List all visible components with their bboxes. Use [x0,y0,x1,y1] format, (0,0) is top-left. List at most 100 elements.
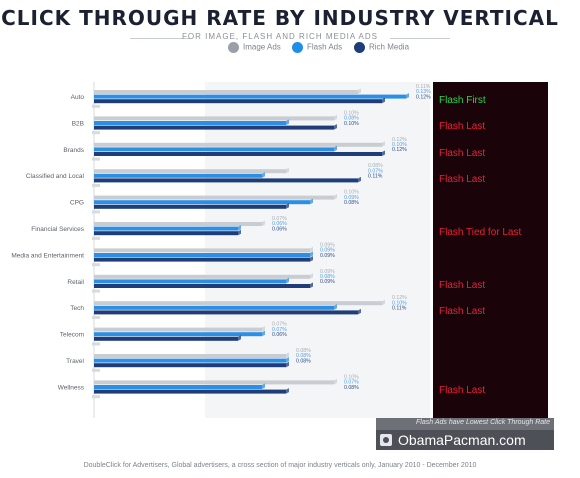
bar-rich-classified-and-local [94,178,358,183]
category-label-cpg: CPG [70,200,84,207]
verdict-label-auto: Flash First [439,95,486,106]
bar-cap-image-wellness [334,378,337,385]
subtitle-rules [130,32,450,44]
conclusion-banner: Flash Ads have Lowest Click Through Rate [376,418,554,430]
value-label-rich-b2b: 0.10% [344,121,359,127]
bar-cap-image-retail [310,273,313,279]
legend-label-rich-media: Rich Media [369,42,410,52]
value-label-rich-travel: 0.08% [296,358,311,364]
value-label-image-b2b: 0.10% [344,110,359,116]
bar-cap-flash-wellness [262,383,265,389]
bar-image-brands [94,142,382,147]
value-label-image-auto: 0.11% [416,84,431,90]
value-label-image-cpg: 0.10% [344,190,359,196]
row-base-telecom [92,342,100,346]
value-label-image-classified-and-local: 0.08% [368,163,383,169]
verdict-label-wellness: Flash Last [439,385,486,397]
brand-text: ObamaPacman.com [398,432,526,448]
legend-label-flash-ads: Flash Ads [307,42,343,52]
value-label-rich-retail: 0.09% [320,279,335,285]
row-base-tech [92,316,100,319]
bar-cap-rich-retail [310,282,313,288]
bar-cap-flash-retail [286,277,289,284]
bar-cap-rich-b2b [334,124,337,130]
bar-rich-cpg [94,204,286,209]
value-label-flash-brands: 0.10% [392,142,407,148]
value-label-rich-cpg: 0.08% [344,200,359,206]
bar-image-classified-and-local [94,169,286,174]
bar-image-financial-services [94,222,262,226]
bar-image-auto [94,90,358,94]
value-label-rich-brands: 0.12% [392,147,407,153]
chart-subtitle: FOR IMAGE, FLASH AND RICH MEDIA ADS [182,32,378,41]
bar-cap-flash-brands [334,145,337,152]
category-label-financial-services: Financial Services [31,226,84,233]
brand-watermark: ObamaPacman.com [376,430,554,450]
bar-image-media-and-entertainment [94,248,310,253]
bar-cap-rich-classified-and-local [358,176,361,183]
row-base-financial-services [92,236,100,240]
bar-flash-tech [94,305,334,310]
row-base-cpg [92,210,100,214]
value-label-flash-tech: 0.10% [392,300,407,306]
bar-cap-rich-financial-services [238,229,241,236]
legend-label-image-ads: Image Ads [243,42,281,52]
bar-cap-flash-travel [286,357,289,363]
chart-title: CLICK THROUGH RATE BY INDUSTRY VERTICAL [1,6,559,30]
bar-cap-rich-brands [382,150,385,156]
category-label-media-and-entertainment: Media and Entertainment [11,252,84,259]
bar-rich-auto [94,99,382,104]
value-label-flash-retail: 0.08% [320,274,335,280]
row-base-brands [92,157,100,161]
bar-rich-tech [94,310,358,315]
value-label-rich-auto: 0.12% [416,94,431,100]
bar-cap-image-cpg [334,194,337,200]
value-label-rich-wellness: 0.08% [344,385,359,391]
legend-item-rich-media: Rich Media [354,42,409,53]
bar-cap-rich-wellness [286,388,289,394]
value-label-flash-telecom: 0.07% [272,327,287,333]
verdict-label-b2b: Flash Last [439,121,486,133]
bar-image-wellness [94,380,334,385]
bar-cap-flash-tech [334,304,337,310]
bar-rich-media-and-entertainment [94,257,310,262]
bar-rich-b2b [94,125,334,130]
verdict-label-financial-services: Flash Tied for Last [439,227,522,238]
row-base-b2b [92,131,100,135]
bar-cap-flash-auto [406,93,409,99]
source-note: DoubleClick for Advertisers, Global adve… [83,462,477,469]
bar-cap-flash-telecom [262,330,265,337]
value-label-rich-telecom: 0.06% [272,332,287,338]
row-base-media-and-entertainment [92,263,100,267]
value-label-image-wellness: 0.10% [344,374,359,380]
bar-cap-flash-b2b [286,119,289,125]
value-label-image-travel: 0.08% [296,348,311,354]
bar-flash-financial-services [94,226,238,231]
bar-cap-flash-classified-and-local [262,172,265,178]
bar-flash-telecom [94,332,262,337]
bar-cap-image-b2b [334,114,337,121]
value-label-image-telecom: 0.07% [272,322,287,328]
legend-swatch-rich-media [354,42,365,53]
bar-image-telecom [94,327,262,332]
value-label-flash-wellness: 0.07% [344,380,359,386]
category-label-retail: Retail [67,279,84,286]
bar-cap-rich-auto [382,97,385,104]
value-label-flash-cpg: 0.09% [344,195,359,201]
value-label-rich-tech: 0.11% [392,306,407,312]
value-label-flash-b2b: 0.08% [344,116,359,122]
bar-cap-image-tech [382,299,385,306]
bar-flash-media-and-entertainment [94,253,310,257]
bar-image-tech [94,301,382,306]
value-label-image-financial-services: 0.07% [272,216,287,222]
verdict-label-classified-and-local: Flash Last [439,174,486,186]
legend-item-image-ads: Image Ads [228,42,281,53]
bar-cap-flash-media-and-entertainment [310,251,313,257]
bar-flash-brands [94,147,334,152]
row-base-wellness [92,395,100,399]
bar-rich-financial-services [94,231,238,236]
bar-cap-rich-tech [358,308,361,315]
bar-cap-image-brands [382,141,385,147]
value-label-flash-classified-and-local: 0.07% [368,168,383,174]
